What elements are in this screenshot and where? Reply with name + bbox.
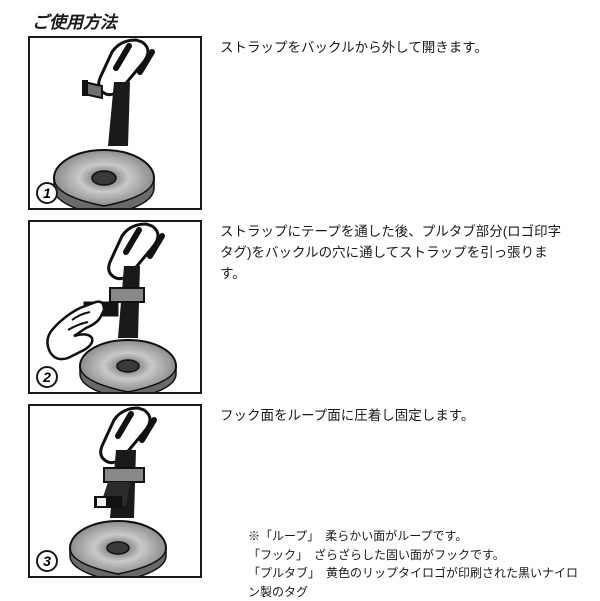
step-1-text: ストラップをバックルから外して開きます。 — [220, 38, 570, 59]
step-number-badge: 1 — [36, 182, 58, 204]
step-1-illustration: 1 — [28, 36, 202, 210]
step-number-badge: 3 — [36, 550, 58, 572]
pull-tab-icon — [94, 496, 122, 508]
footnote: ※「ループ」 柔らかい面がループです。 「フック」 ざらざらした固い面がフックで… — [248, 527, 578, 601]
step-3-illustration: 3 — [28, 404, 202, 578]
footnote-line: ※「ループ」 柔らかい面がループです。 — [248, 527, 578, 546]
step-number-badge: 2 — [36, 366, 58, 388]
footnote-line: 「プルタブ」 黄色のリップタイロゴが印刷された黒いナイロン製のタグ — [248, 564, 578, 601]
buckle-icon — [110, 288, 144, 302]
step-2-text: ストラップにテープを通した後、プルタブ部分(ロゴ印字タグ)をバックルの穴に通して… — [220, 222, 570, 285]
step-2-illustration: 2 — [28, 220, 202, 394]
footnote-line: 「フック」 ざらざらした固い面がフックです。 — [248, 546, 578, 565]
buckle-icon — [104, 468, 144, 482]
page-title: ご使用方法 — [32, 8, 117, 33]
step-3-text: フック面をループ面に圧着し固定します。 — [220, 406, 570, 427]
